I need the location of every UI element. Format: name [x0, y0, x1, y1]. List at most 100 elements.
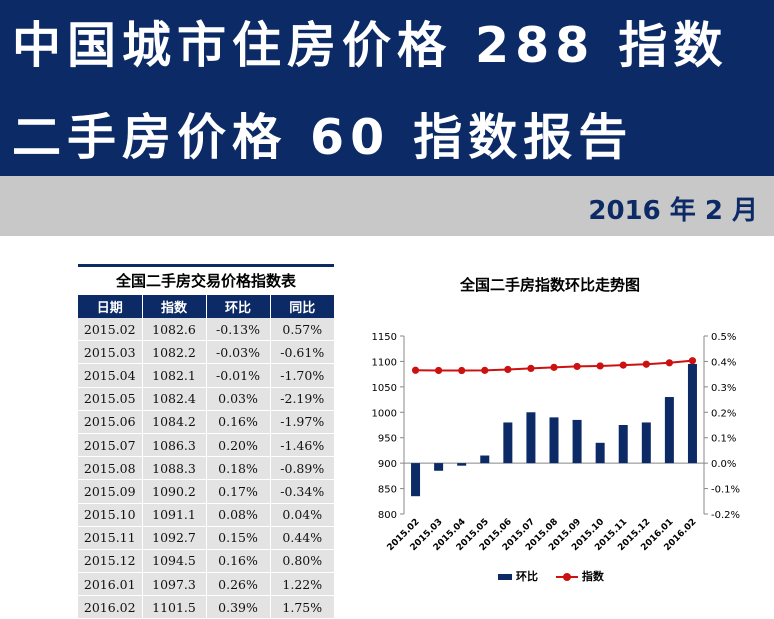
table-title: 全国二手房交易价格指数表: [78, 264, 334, 295]
right-tick-label: -0.1%: [711, 485, 740, 496]
legend-line-swatch: [555, 573, 578, 581]
bar-mom: [411, 463, 421, 497]
report-title-line2: 二手房价格 60 指数报告: [12, 109, 634, 166]
cell-index: 1084.2: [141, 410, 206, 434]
cell-yoy: 0.44%: [269, 526, 334, 550]
right-tick-label: 0.1%: [711, 434, 736, 445]
index-point: [458, 366, 466, 375]
bar-mom: [549, 417, 559, 464]
cell-yoy: -0.61%: [269, 340, 334, 365]
cell-index: 1101.5: [141, 595, 206, 619]
index-table-section: 全国二手房交易价格指数表 日期 指数 环比 同比 2015.02 1082.6 -0…: [78, 264, 334, 619]
col-header-mom: 环比: [205, 295, 270, 318]
cell-date: 2015.10: [78, 503, 142, 527]
bar-mom: [480, 455, 490, 464]
cell-index: 1094.5: [141, 549, 206, 574]
cell-mom: 0.15%: [205, 526, 270, 550]
table-row: 2015.05 1082.4 0.03% -2.19%: [78, 387, 334, 411]
table-row: 2015.09 1090.2 0.17% -0.34%: [78, 479, 334, 504]
cell-date: 2015.08: [78, 456, 142, 481]
index-point: [642, 360, 650, 368]
title-banner: 中国城市住房价格 288 指数 二手房价格 60 指数报告: [0, 0, 774, 176]
cell-date: 2016.02: [78, 595, 142, 619]
cell-index: 1082.4: [141, 387, 206, 411]
left-tick-label: 1000: [372, 408, 397, 419]
cell-yoy: -1.46%: [269, 433, 334, 458]
cell-index: 1088.3: [141, 456, 206, 481]
table-row: 2015.10 1091.1 0.08% 0.04%: [78, 503, 334, 527]
bar-mom: [664, 397, 674, 464]
cell-mom: -0.13%: [205, 318, 270, 342]
bar-mom: [434, 463, 444, 471]
cell-yoy: 0.04%: [269, 503, 334, 527]
table-row: 2016.02 1101.5 0.39% 1.75%: [78, 595, 334, 619]
index-point: [550, 363, 558, 371]
date-bar: 2016 年 2 月: [0, 176, 774, 236]
cell-date: 2015.06: [78, 410, 142, 434]
table-row: 2015.03 1082.2 -0.03% -0.61%: [78, 340, 334, 365]
cell-mom: 0.16%: [205, 549, 270, 574]
left-tick-label: 950: [378, 434, 397, 445]
table-row: 2015.07 1086.3 0.20% -1.46%: [78, 433, 334, 458]
table-row: 2015.11 1092.7 0.15% 0.44%: [78, 526, 334, 550]
index-table: 日期 指数 环比 同比 2015.02 1082.6 -0.13% 0.57% 2015…: [78, 295, 334, 619]
cell-mom: 0.39%: [205, 595, 270, 619]
cell-yoy: 1.22%: [269, 572, 334, 597]
left-tick-label: 900: [378, 459, 397, 470]
left-tick-label: 1100: [372, 357, 397, 368]
cell-yoy: -1.70%: [269, 363, 334, 388]
index-point: [481, 366, 489, 374]
cell-index: 1082.6: [141, 318, 206, 342]
right-tick-label: -0.2%: [711, 510, 740, 521]
cell-mom: 0.17%: [205, 479, 270, 504]
cell-yoy: 0.80%: [269, 549, 334, 574]
left-tick-label: 850: [378, 485, 397, 496]
cell-mom: 0.18%: [205, 456, 270, 481]
right-tick-label: 0.0%: [711, 459, 736, 470]
cell-index: 1090.2: [141, 479, 206, 504]
cell-date: 2015.03: [78, 340, 142, 365]
left-tick-label: 1050: [372, 383, 397, 394]
col-header-index: 指数: [141, 295, 206, 318]
cell-date: 2016.01: [78, 572, 142, 597]
index-point: [411, 366, 420, 374]
right-tick-label: 0.5%: [711, 332, 736, 343]
cell-date: 2015.04: [78, 363, 142, 388]
cell-index: 1082.2: [141, 340, 206, 365]
index-point: [527, 364, 535, 372]
left-tick-label: 800: [378, 510, 397, 521]
bar-mom: [595, 442, 605, 464]
cell-yoy: -0.89%: [269, 456, 334, 481]
bar-mom: [503, 422, 513, 464]
cell-yoy: 0.57%: [269, 318, 334, 342]
table-row: 2015.04 1082.1 -0.01% -1.70%: [78, 363, 334, 388]
cell-mom: 0.26%: [205, 572, 270, 597]
right-tick-label: 0.2%: [711, 408, 736, 419]
cell-index: 1082.1: [141, 363, 206, 388]
table-row: 2015.02 1082.6 -0.13% 0.57%: [78, 318, 334, 342]
cell-mom: -0.01%: [205, 363, 270, 388]
index-point: [665, 359, 673, 367]
cell-date: 2015.07: [78, 433, 142, 458]
cell-date: 2015.02: [78, 318, 142, 342]
col-header-date: 日期: [78, 295, 142, 318]
cell-yoy: 1.75%: [269, 595, 334, 619]
index-trend-chart: 800 850 900 950 1000 1050 1100 1150 -0.2% -0.1% 0.…: [372, 332, 740, 553]
report-date: 2016 年 2 月: [588, 196, 758, 226]
index-point: [596, 362, 604, 370]
cell-date: 2015.05: [78, 387, 142, 411]
cell-date: 2015.09: [78, 479, 142, 504]
cell-mom: 0.16%: [205, 410, 270, 434]
chart-title: 全国二手房指数环比走势图: [459, 276, 640, 294]
cell-yoy: -0.34%: [269, 479, 334, 504]
right-tick-label: 0.4%: [711, 357, 736, 368]
bar-mom: [687, 363, 697, 464]
left-tick-label: 1150: [372, 332, 397, 343]
cell-index: 1086.3: [141, 433, 206, 458]
chart-legend: 环比 指数: [498, 568, 618, 584]
table-row: 2015.08 1088.3 0.18% -0.89%: [78, 456, 334, 481]
table-row: 2015.12 1094.5 0.16% 0.80%: [78, 549, 334, 574]
bar-mom: [526, 412, 536, 464]
legend-label-index: 指数: [581, 570, 604, 583]
cell-date: 2015.12: [78, 549, 142, 574]
